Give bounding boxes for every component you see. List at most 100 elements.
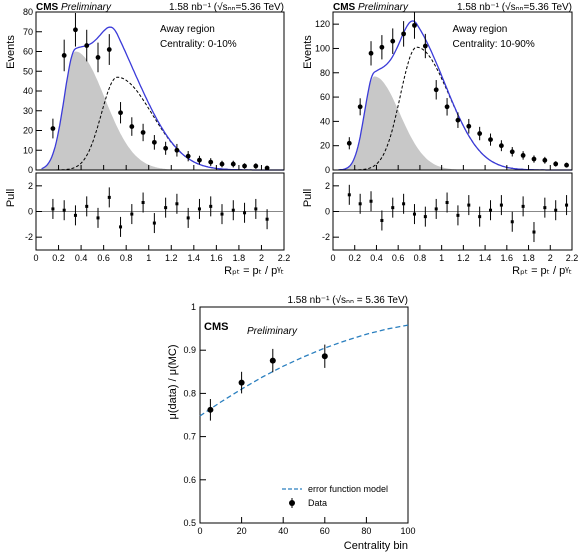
pull-point bbox=[565, 203, 569, 207]
data-point bbox=[50, 126, 56, 131]
x-axis-label: Rₚₜ = pₜ / pᵞₜ bbox=[224, 265, 284, 277]
y-tick-label: 10 bbox=[23, 145, 33, 155]
centrality-label: Centrality: 10-90% bbox=[453, 39, 535, 50]
cms-label: CMS bbox=[333, 2, 358, 13]
x-tick-label: 0.4 bbox=[75, 253, 88, 263]
x-tick-label: 1.8 bbox=[233, 253, 246, 263]
data-point bbox=[433, 87, 439, 93]
pull-point bbox=[119, 225, 123, 229]
data-point bbox=[390, 38, 396, 44]
data-point bbox=[197, 157, 202, 163]
pull-point bbox=[489, 208, 493, 212]
x-tick-label: 0.8 bbox=[120, 253, 133, 263]
data-point bbox=[509, 149, 515, 155]
pull-point bbox=[175, 202, 179, 206]
data-point bbox=[488, 137, 493, 143]
data-point bbox=[163, 145, 169, 151]
pull-point bbox=[152, 221, 156, 225]
pull-point bbox=[220, 212, 224, 216]
x-tick-label: 2 bbox=[548, 253, 553, 263]
y-tick-label: 80 bbox=[23, 7, 33, 17]
x-tick-label: 100 bbox=[400, 526, 415, 536]
x-tick-label: 60 bbox=[320, 526, 330, 536]
x-tick-label: 80 bbox=[361, 526, 371, 536]
data-point bbox=[208, 159, 214, 165]
pull-tick-label: -2 bbox=[25, 232, 33, 242]
pull-point bbox=[96, 216, 100, 220]
pull-tick-label: 2 bbox=[28, 181, 33, 191]
data-point bbox=[564, 162, 569, 168]
y-tick-label: 20 bbox=[320, 141, 330, 151]
x-tick-label: 0.4 bbox=[370, 253, 383, 263]
data-point bbox=[531, 156, 537, 162]
pull-point bbox=[521, 204, 525, 208]
y-tick-label: 0.9 bbox=[183, 345, 196, 355]
x-tick-label: 0.2 bbox=[52, 253, 65, 263]
y-tick-label: 70 bbox=[23, 27, 33, 37]
hist-panel-top-right: 0 0.2 0.4 0.6 0.8 1 1.2 1.4 1.6 1.8 2 2.20204060801… bbox=[302, 1, 578, 277]
data-point bbox=[477, 131, 483, 136]
preliminary-label: Preliminary bbox=[61, 2, 112, 13]
data-point bbox=[542, 157, 548, 163]
data-point bbox=[264, 165, 270, 171]
pull-point bbox=[254, 207, 258, 211]
data-point bbox=[230, 161, 236, 167]
luminosity-label: 1.58 nb⁻¹ (√sₙₙ=5.36 TeV) bbox=[457, 1, 572, 13]
pull-tick-label: 0 bbox=[28, 207, 33, 217]
pull-point bbox=[369, 199, 373, 203]
preliminary-label: Preliminary bbox=[247, 326, 298, 337]
signal-template-fill bbox=[38, 51, 284, 170]
x-tick-label: 1.6 bbox=[501, 253, 514, 263]
pull-point bbox=[467, 203, 471, 207]
x-tick-label: 0.6 bbox=[392, 253, 405, 263]
pull-point bbox=[51, 207, 55, 211]
pull-point bbox=[209, 204, 213, 208]
pull-point bbox=[412, 212, 416, 216]
data-point bbox=[346, 140, 352, 146]
y-axis-label: Events bbox=[302, 35, 314, 69]
x-tick-label: 1.4 bbox=[188, 253, 201, 263]
data-point bbox=[185, 153, 191, 159]
region-label: Away region bbox=[160, 24, 215, 35]
pull-point bbox=[130, 212, 134, 216]
ratio-plot-frame bbox=[199, 306, 409, 524]
legend-data-label: Data bbox=[308, 498, 327, 508]
x-tick-label: 1.2 bbox=[165, 253, 178, 263]
signal-template-fill bbox=[335, 76, 572, 170]
pull-point bbox=[510, 220, 514, 224]
y-tick-label: 0.8 bbox=[183, 388, 196, 398]
error-function-model-curve bbox=[199, 324, 409, 417]
pull-point bbox=[445, 201, 449, 205]
cms-label: CMS bbox=[36, 2, 61, 13]
data-point bbox=[140, 130, 146, 135]
pull-point bbox=[164, 206, 168, 210]
pull-point bbox=[62, 208, 66, 212]
data-point bbox=[379, 44, 385, 50]
data-point bbox=[95, 55, 101, 60]
pull-point bbox=[85, 204, 89, 208]
pull-axis-label: Pull bbox=[5, 189, 17, 207]
pull-point bbox=[434, 207, 438, 211]
x-tick-label: 0.6 bbox=[97, 253, 110, 263]
data-point bbox=[520, 153, 526, 158]
pull-point bbox=[478, 215, 482, 219]
pull-point bbox=[265, 217, 269, 221]
y-tick-label: 0.6 bbox=[183, 475, 196, 485]
background-fit-curve bbox=[41, 76, 284, 171]
pull-point bbox=[499, 203, 503, 207]
y-tick-label: 0.5 bbox=[183, 518, 196, 528]
y-tick-label: 60 bbox=[23, 47, 33, 57]
panel-header: CMS Preliminary bbox=[333, 2, 409, 13]
region-label: Away region bbox=[453, 24, 508, 35]
cms-label: CMS bbox=[204, 321, 228, 333]
data-point bbox=[498, 143, 504, 149]
ratio-panel: 0 20 40 60 80 100 0.5 0.6 0.7 0.8 0.9 1 Centrality b… bbox=[167, 294, 416, 552]
y-tick-label: 50 bbox=[23, 66, 33, 76]
pull-point bbox=[380, 218, 384, 222]
x-tick-label: 1 bbox=[439, 253, 444, 263]
data-point bbox=[151, 139, 157, 145]
data-point bbox=[174, 147, 180, 153]
data-point bbox=[455, 117, 461, 123]
